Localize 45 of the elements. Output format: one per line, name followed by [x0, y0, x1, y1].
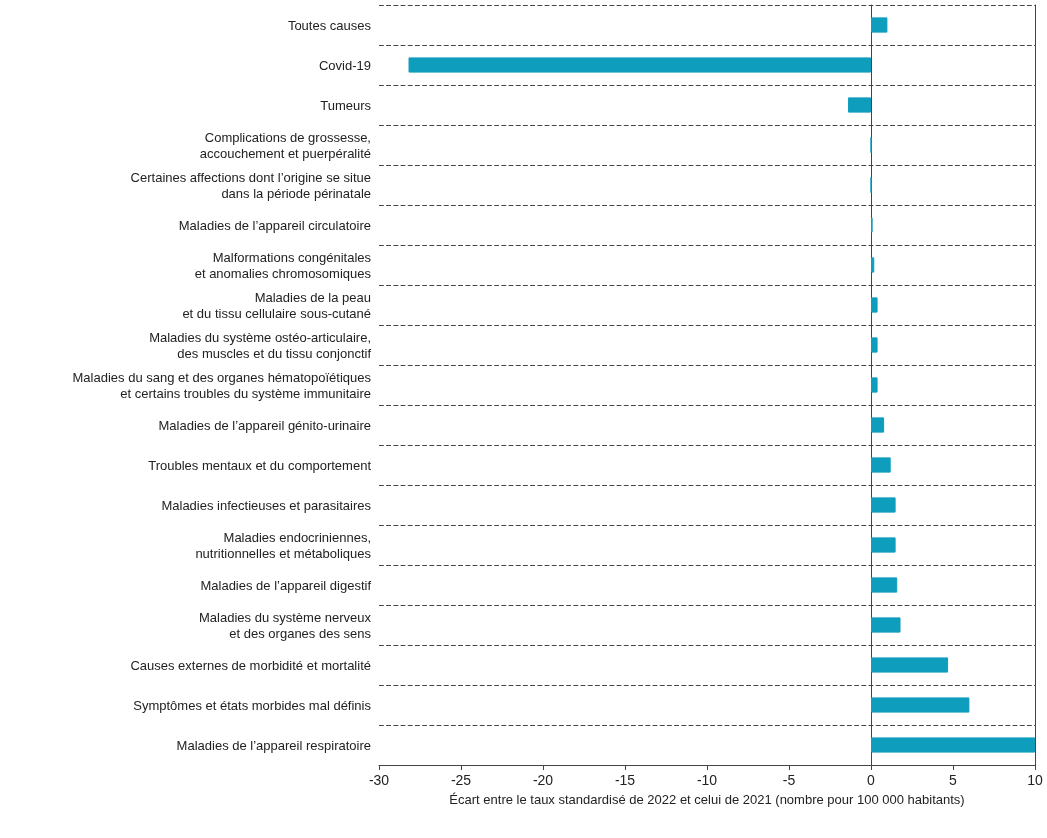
- y-tick-label: Covid-19: [318, 57, 371, 73]
- x-tick-label: 5: [949, 772, 958, 788]
- y-tick-label: Tumeurs: [320, 97, 372, 113]
- bar: [871, 577, 898, 593]
- bar: [871, 497, 896, 513]
- bar: [871, 617, 901, 633]
- bar: [871, 337, 878, 353]
- bar: [408, 57, 871, 73]
- y-tick-label: Maladies du système ostéo-articulaire, des muscles et du tissu conjonctif: [149, 329, 372, 361]
- y-tick-label: Maladies du sang et des organes hématopoïétiques et certains troubles du système immunitaire: [72, 369, 372, 401]
- y-tick-label: Malformations congénitales et anomalies chromosomiques: [194, 249, 372, 281]
- x-tick-label: -25: [450, 772, 472, 788]
- x-tick-label: 10: [1027, 772, 1043, 788]
- bar: [871, 297, 878, 313]
- bar: [871, 537, 896, 553]
- y-tick-label: Symptômes et états morbides mal définis: [133, 697, 372, 713]
- y-tick-label: Maladies de la peau et du tissu cellulaire sous-cutané: [182, 289, 371, 321]
- y-tick-label: Certaines affections dont l’origine se situe dans la période périnatale: [130, 169, 371, 201]
- y-tick-label: Maladies de l’appareil génito-urinaire: [158, 417, 371, 433]
- bar: [871, 17, 888, 33]
- bar: [871, 377, 878, 393]
- y-tick-label: Complications de grossesse, accouchement et puerpéralité: [199, 129, 371, 161]
- x-tick-label: -20: [532, 772, 554, 788]
- bar: [871, 257, 875, 273]
- y-tick-label: Toutes causes: [287, 17, 372, 33]
- y-tick-label: Causes externes de morbidité et mortalité: [130, 657, 371, 673]
- y-tick-label: Maladies de l’appareil digestif: [200, 577, 372, 593]
- x-tick-label: -30: [368, 772, 390, 788]
- bar: [871, 417, 885, 433]
- y-tick-label: Maladies endocriniennes, nutritionnelles et métaboliques: [195, 529, 372, 561]
- bar: [848, 97, 871, 113]
- bar: [871, 697, 970, 713]
- y-tick-label: Troubles mentaux et du comportement: [148, 457, 372, 473]
- bar: [871, 737, 1035, 753]
- x-tick-label: 0: [867, 772, 876, 788]
- y-tick-label: Maladies de l’appareil respiratoire: [176, 737, 371, 753]
- x-tick-label: -10: [696, 772, 718, 788]
- y-tick-label: Maladies infectieuses et parasitaires: [161, 497, 372, 513]
- bar: [871, 457, 891, 473]
- y-tick-label: Maladies de l’appareil circulatoire: [178, 217, 371, 233]
- y-tick-label: Maladies du système nerveux et des organes des sens: [199, 609, 372, 641]
- x-tick-label: -15: [614, 772, 636, 788]
- x-tick-label: -5: [782, 772, 796, 788]
- x-axis-title: Écart entre le taux standardisé de 2022 et celui de 2021 (nombre pour 100 000 habitants): [449, 792, 965, 807]
- bar: [871, 657, 949, 673]
